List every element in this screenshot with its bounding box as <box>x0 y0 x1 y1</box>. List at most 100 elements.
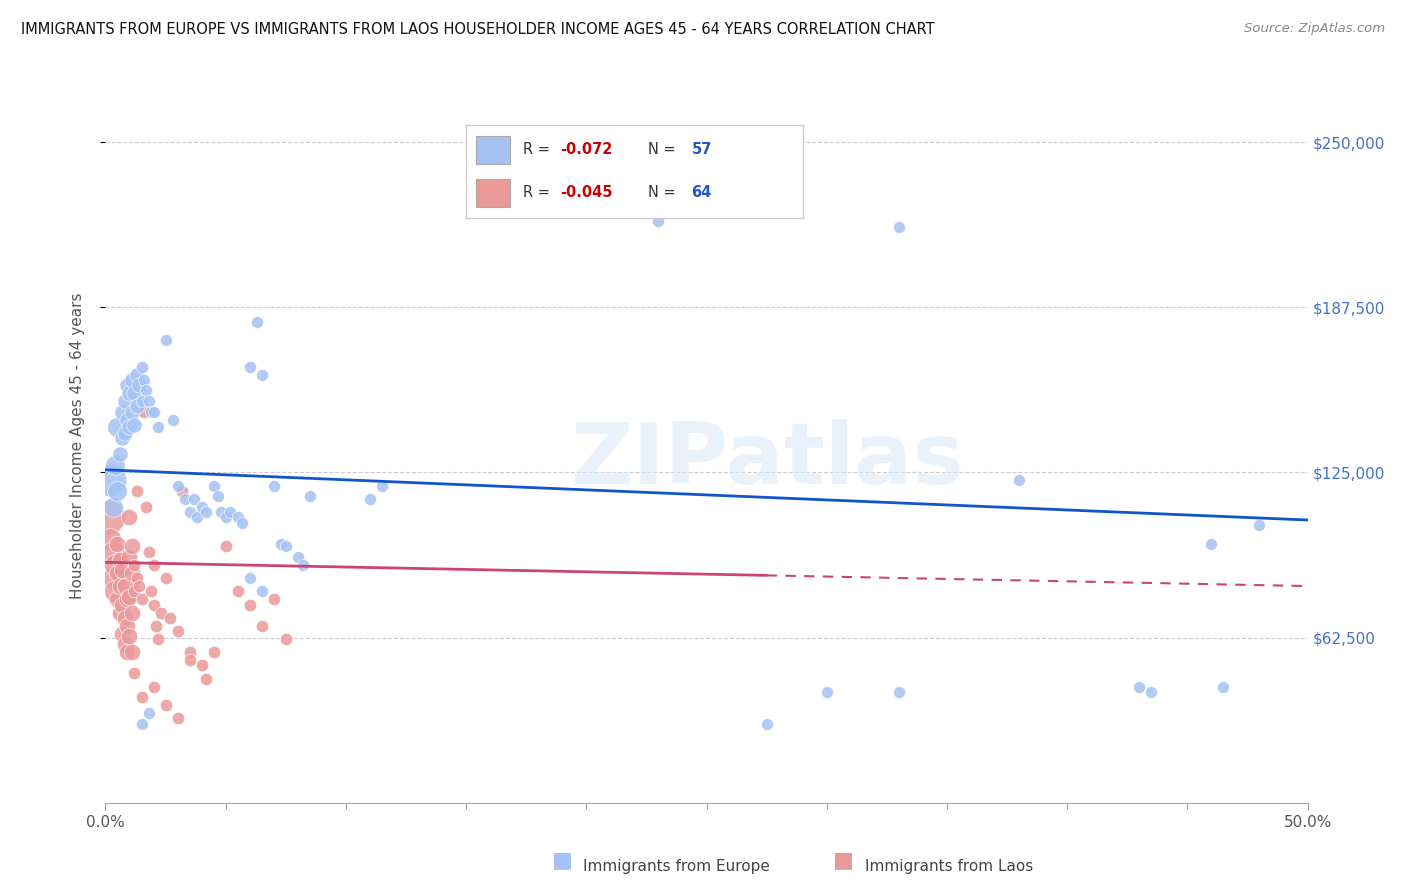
Point <box>115 378 138 392</box>
Point <box>118 420 141 434</box>
Point <box>166 711 188 725</box>
Point <box>139 584 162 599</box>
Point <box>195 672 218 686</box>
Point <box>231 516 253 530</box>
Point <box>195 505 218 519</box>
Point <box>145 618 167 632</box>
Point <box>125 368 148 382</box>
Point <box>1249 518 1271 533</box>
Point <box>121 404 143 418</box>
Point <box>138 706 160 720</box>
Point <box>104 584 127 599</box>
Point <box>138 394 160 409</box>
Point <box>263 478 285 492</box>
Point <box>115 618 138 632</box>
Text: ■: ■ <box>553 850 572 870</box>
Point <box>128 579 150 593</box>
Point <box>97 510 120 524</box>
Point <box>125 400 148 414</box>
Point <box>104 558 127 572</box>
Point <box>128 378 150 392</box>
Point <box>132 404 155 418</box>
Point <box>121 606 143 620</box>
Point <box>114 611 136 625</box>
Point <box>111 404 134 418</box>
Point <box>131 592 153 607</box>
Point <box>107 483 129 498</box>
Point <box>121 540 143 554</box>
Point <box>118 629 141 643</box>
Point <box>111 563 134 577</box>
Point <box>1008 474 1031 488</box>
Point <box>166 624 188 638</box>
Point <box>1140 685 1163 699</box>
Point <box>132 373 155 387</box>
Point <box>263 592 285 607</box>
Point <box>274 632 297 646</box>
Point <box>118 590 141 604</box>
Point <box>239 359 262 374</box>
Point <box>226 510 249 524</box>
Point <box>142 404 165 418</box>
Point <box>159 611 181 625</box>
Point <box>291 558 314 572</box>
Point <box>287 549 309 564</box>
Point <box>108 447 131 461</box>
Point <box>111 626 134 640</box>
Point <box>121 645 143 659</box>
Text: IMMIGRANTS FROM EUROPE VS IMMIGRANTS FROM LAOS HOUSEHOLDER INCOME AGES 45 - 64 Y: IMMIGRANTS FROM EUROPE VS IMMIGRANTS FRO… <box>21 22 935 37</box>
Point <box>250 584 273 599</box>
Point <box>124 584 146 599</box>
Point <box>139 404 162 418</box>
Point <box>114 579 136 593</box>
Point <box>142 558 165 572</box>
Point <box>131 690 153 704</box>
Point <box>108 579 131 593</box>
Point <box>148 632 170 646</box>
Point <box>562 161 585 176</box>
Point <box>118 386 141 401</box>
Point <box>104 458 127 472</box>
Point <box>250 368 273 382</box>
Point <box>142 598 165 612</box>
Text: ZIPatlas: ZIPatlas <box>569 418 963 502</box>
Point <box>186 510 208 524</box>
Point <box>135 500 157 514</box>
Text: Source: ZipAtlas.com: Source: ZipAtlas.com <box>1244 22 1385 36</box>
Point <box>209 505 232 519</box>
Point <box>108 552 131 566</box>
Point <box>107 592 129 607</box>
Point <box>118 510 141 524</box>
Point <box>121 373 143 387</box>
Point <box>98 532 121 546</box>
Point <box>101 500 124 514</box>
Text: ■: ■ <box>834 850 853 870</box>
Point <box>371 478 394 492</box>
Point <box>114 394 136 409</box>
Point <box>131 394 153 409</box>
Point <box>270 537 292 551</box>
Point <box>1128 680 1150 694</box>
Point <box>214 540 236 554</box>
Point <box>155 333 177 347</box>
Point <box>107 420 129 434</box>
Point <box>111 431 134 445</box>
Point <box>1201 537 1223 551</box>
Point <box>226 584 249 599</box>
Point <box>108 606 131 620</box>
Point <box>162 412 184 426</box>
Point <box>190 500 212 514</box>
Point <box>183 491 205 506</box>
Point <box>202 478 225 492</box>
Point <box>239 598 262 612</box>
Point <box>124 558 146 572</box>
Point <box>887 219 910 234</box>
Point <box>115 592 138 607</box>
Point <box>124 666 146 681</box>
Point <box>207 489 229 503</box>
Point <box>755 716 778 731</box>
Point <box>98 474 121 488</box>
Point <box>114 425 136 440</box>
Point <box>1212 680 1234 694</box>
Point <box>887 685 910 699</box>
